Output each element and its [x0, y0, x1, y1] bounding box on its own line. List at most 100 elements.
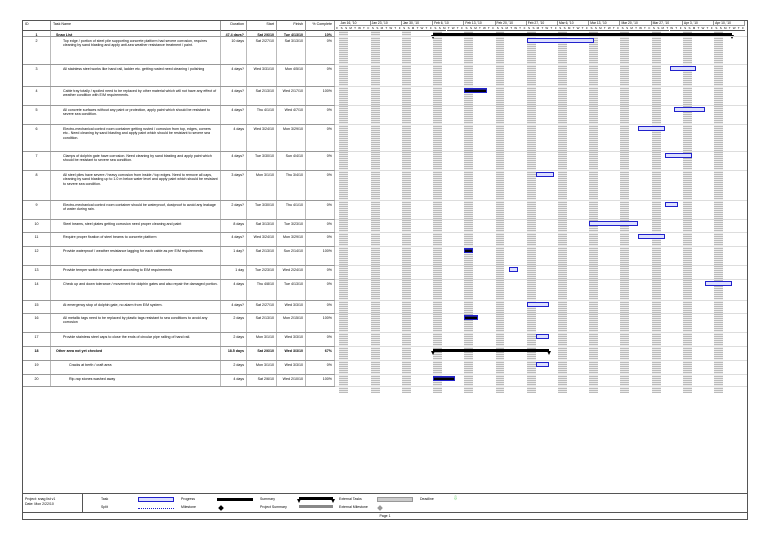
- task-row[interactable]: 14 Check up and down tolerance / movement…: [23, 280, 335, 301]
- day-label: S: [687, 26, 692, 31]
- task-row[interactable]: 19 Cracks at berth / craft area 2 days Mon …: [23, 361, 335, 375]
- task-bar[interactable]: [535, 334, 550, 339]
- day-label: F: [647, 26, 652, 31]
- task-finish-cell: Mon 2/15/10: [277, 314, 306, 332]
- task-finish-cell: Wed 3/3/10: [277, 347, 306, 360]
- day-label: F: [709, 26, 715, 31]
- task-bar[interactable]: [508, 267, 518, 272]
- task-bar[interactable]: [535, 362, 550, 367]
- task-start-cell: Sat 2/6/10: [247, 31, 277, 36]
- task-id-cell: 6: [23, 125, 51, 151]
- task-id-cell: 13: [23, 266, 51, 279]
- task-row[interactable]: 20 Rip-rap stones washed away 4 days Sat 2/…: [23, 375, 335, 387]
- task-bar[interactable]: [535, 172, 554, 177]
- day-label: T: [361, 26, 367, 31]
- task-row[interactable]: 5 All concrete surfaces without any paint…: [23, 106, 335, 125]
- task-complete-cell: 100%: [306, 247, 335, 265]
- task-bar[interactable]: [589, 221, 639, 226]
- row-gridline: [335, 170, 747, 171]
- legend-external-milestone-label: External Milestone: [339, 505, 368, 509]
- task-name-cell: All stainless steel works like hand rail…: [51, 65, 221, 86]
- task-row[interactable]: 13 Provide temper switch for each panel a…: [23, 266, 335, 280]
- task-row[interactable]: 16 All metallic tags need to be replaced …: [23, 314, 335, 333]
- task-row[interactable]: 1 Snag List 47.4 days? Sat 2/6/10 Tue 4/13/1…: [23, 31, 335, 37]
- gantt-print-page: ID Task Name Duration Start Finish % Com…: [22, 20, 748, 520]
- task-row[interactable]: 12 Provide waterproof / weather resistanc…: [23, 247, 335, 266]
- task-row[interactable]: 9 Electro-mechanical control room contain…: [23, 201, 335, 220]
- task-duration-cell: 10 days: [221, 37, 247, 64]
- task-id-cell: 9: [23, 201, 51, 219]
- task-bar[interactable]: [464, 248, 474, 253]
- day-label: S: [624, 26, 630, 31]
- day-label: T: [571, 26, 576, 31]
- task-finish-cell: Sun 2/14/10: [277, 247, 306, 265]
- task-bar[interactable]: [669, 66, 697, 71]
- day-label: M: [504, 26, 509, 31]
- task-bar[interactable]: [705, 281, 732, 286]
- task-row[interactable]: 11 Require proper fixation of steel beams…: [23, 233, 335, 247]
- row-gridline: [335, 105, 747, 106]
- task-row[interactable]: 15 At emergency stop of dolphin gate, no …: [23, 301, 335, 314]
- task-finish-cell: Mon 3/29/10: [277, 233, 306, 246]
- day-label: F: [397, 26, 402, 31]
- task-name-cell: All metallic tags need to be replaced by…: [51, 314, 221, 332]
- day-label: S: [531, 26, 536, 31]
- task-bar[interactable]: [464, 315, 478, 320]
- task-bar[interactable]: [673, 107, 706, 112]
- row-gridline: [335, 346, 747, 347]
- task-row[interactable]: 2 Top edge / portion of steel pile suppor…: [23, 37, 335, 65]
- task-row[interactable]: 7 Clamps of dolphin gate have corrosion. …: [23, 152, 335, 171]
- task-finish-cell: Thu 4/1/10: [277, 201, 306, 219]
- task-name-cell: Electro-mechanical control room containe…: [51, 201, 221, 219]
- task-complete-cell: 0%: [306, 152, 335, 170]
- task-name-cell: Check up and down tolerance / movement f…: [51, 280, 221, 300]
- weekend-shading: [714, 31, 723, 393]
- task-duration-cell: 4 days?: [221, 65, 247, 86]
- task-complete-cell: 0%: [306, 220, 335, 232]
- task-duration-cell: 4 days: [221, 375, 247, 386]
- task-row[interactable]: 18 Other area not yet checked 18.5 days Sat…: [23, 347, 335, 361]
- summary-bar[interactable]: [431, 349, 552, 355]
- task-name-cell: All concrete surfaces without any paint …: [51, 106, 221, 124]
- task-bar[interactable]: [526, 302, 550, 307]
- task-row[interactable]: 6 Electro-mechanical control room contain…: [23, 125, 335, 152]
- task-bar[interactable]: [526, 38, 594, 43]
- legend-split-label: Split: [101, 505, 108, 509]
- task-row[interactable]: 10 Steel beams, steel plates getting corr…: [23, 220, 335, 233]
- day-label: T: [446, 26, 451, 31]
- task-row[interactable]: 8 All steel piles have severe / heavy cor…: [23, 171, 335, 201]
- task-complete-cell: 0%: [306, 233, 335, 246]
- day-label: S: [464, 26, 469, 31]
- task-complete-cell: 0%: [306, 201, 335, 219]
- row-gridline: [335, 332, 747, 333]
- task-duration-cell: 8 days: [221, 220, 247, 232]
- task-start-cell: Wed 3/31/10: [247, 65, 277, 86]
- week-label: Feb 13, '10: [464, 21, 496, 26]
- day-label: T: [602, 26, 608, 31]
- task-complete-cell: 100%: [306, 375, 335, 386]
- task-complete-cell: 0%: [306, 280, 335, 300]
- task-bar[interactable]: [665, 202, 679, 207]
- task-row[interactable]: 4 Cable tray totally / spoiled need to be…: [23, 87, 335, 106]
- day-label: M: [410, 26, 416, 31]
- task-bar[interactable]: [665, 153, 692, 158]
- day-label: T: [477, 26, 483, 31]
- task-row[interactable]: 3 All stainless steel works like hand rai…: [23, 65, 335, 87]
- task-id-cell: 4: [23, 87, 51, 105]
- task-bar[interactable]: [464, 88, 487, 93]
- task-bar[interactable]: [638, 126, 666, 131]
- week-label: Jan 16, '10: [339, 21, 371, 26]
- day-label: S: [370, 26, 376, 31]
- weekend-shading: [526, 31, 536, 393]
- task-row[interactable]: 17 Provide stainless steel caps to close …: [23, 333, 335, 347]
- task-id-cell: 1: [23, 31, 51, 36]
- task-duration-cell: 1 day: [221, 266, 247, 279]
- day-label: W: [669, 26, 674, 31]
- task-bar[interactable]: [433, 376, 456, 381]
- day-label: S: [343, 26, 349, 31]
- task-bar[interactable]: [638, 234, 666, 239]
- summary-bar[interactable]: [431, 33, 734, 39]
- row-gridline: [335, 360, 747, 361]
- task-duration-cell: 4 days?: [221, 152, 247, 170]
- day-label: T: [665, 26, 670, 31]
